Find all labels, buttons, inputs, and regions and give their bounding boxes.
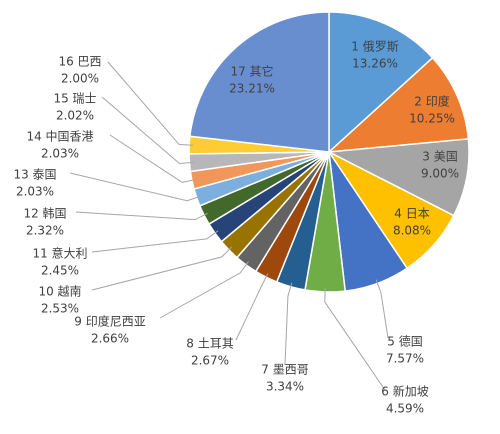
- slice-label: 11 意大利: [32, 246, 87, 261]
- pie-slice: [326, 138, 470, 217]
- slice-value: 2.66%: [91, 332, 129, 346]
- leader-line: [159, 261, 249, 319]
- slice-label: 10 越南: [38, 284, 81, 299]
- slice-value: 8.08%: [393, 224, 431, 238]
- leader-line: [324, 287, 386, 391]
- leader-line: [107, 61, 194, 146]
- leader-line: [91, 230, 219, 253]
- slice-label: 3 美国: [422, 150, 457, 164]
- leader-line: [284, 282, 293, 366]
- slice-value: 2.53%: [41, 302, 79, 316]
- slice-value: 7.57%: [386, 352, 424, 366]
- slice-value: 2.03%: [16, 185, 54, 199]
- slice-label: 15 瑞士: [53, 92, 96, 106]
- slice-label: 7 墨西哥: [261, 363, 308, 377]
- slice-value: 4.59%: [386, 402, 424, 416]
- slice-value: 2.00%: [61, 72, 99, 86]
- slice-label: 17 其它: [230, 64, 273, 79]
- slice-value: 10.25%: [409, 112, 455, 126]
- slice-label: 9 印度尼西亚: [74, 314, 145, 329]
- leader-line: [69, 172, 201, 202]
- slice-value: 2.03%: [41, 147, 79, 161]
- slice-label: 8 土耳其: [186, 337, 233, 351]
- slice-value: 9.00%: [421, 167, 459, 181]
- slice-label: 13 泰国: [13, 168, 56, 182]
- slice-value: 13.26%: [352, 57, 398, 71]
- slice-label: 4 日本: [394, 207, 429, 221]
- slice-value: 3.34%: [266, 380, 304, 394]
- slice-label: 6 新加坡: [381, 384, 428, 399]
- slice-value: 2.02%: [56, 109, 94, 123]
- leader-line: [375, 279, 389, 339]
- leader-line: [101, 96, 194, 164]
- slice-label: 2 印度: [414, 94, 449, 109]
- slice-label: 5 德国: [387, 334, 422, 349]
- slice-label: 12 韩国: [23, 206, 66, 221]
- slice-label: 14 中国香港: [26, 129, 93, 144]
- pie-slice: [326, 56, 470, 153]
- slice-value: 2.67%: [191, 354, 229, 368]
- leader-line: [235, 273, 269, 341]
- slice-value: 23.21%: [229, 82, 275, 96]
- pie-slice: [189, 11, 330, 153]
- leader-line: [91, 246, 233, 291]
- slice-label: 16 巴西: [58, 55, 101, 69]
- leader-line: [75, 211, 208, 221]
- slice-label: 1 俄罗斯: [351, 40, 398, 54]
- slice-value: 2.45%: [41, 264, 79, 278]
- pie-slice: [328, 11, 434, 154]
- slice-value: 2.32%: [26, 224, 64, 238]
- leader-line: [109, 134, 196, 183]
